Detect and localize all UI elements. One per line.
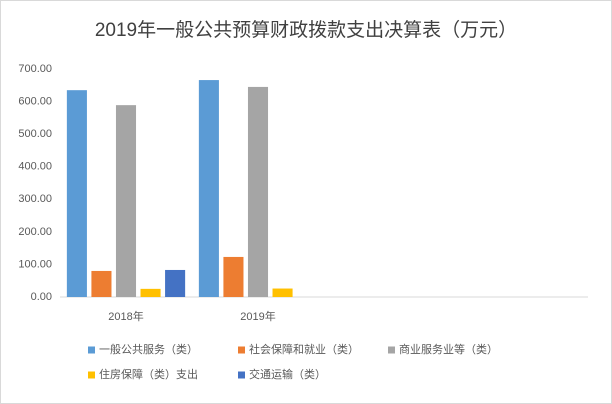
legend-label: 住房保障（类）支出: [99, 367, 198, 381]
y-tick-label: 700.00: [18, 63, 52, 75]
y-tick-label: 100.00: [18, 258, 52, 270]
legend-swatch: [238, 371, 245, 379]
x-tick-label: 2019年: [240, 309, 275, 323]
legend-label: 交通运输（类）: [249, 367, 326, 381]
bar: [247, 86, 269, 298]
legend-swatch: [388, 346, 395, 354]
legend-swatch: [238, 346, 245, 354]
y-tick-label: 300.00: [18, 193, 52, 205]
y-tick-label: 500.00: [18, 128, 52, 140]
bar: [272, 288, 293, 297]
x-tick-label: 2018年: [108, 309, 143, 323]
legend-swatch: [88, 346, 95, 354]
bar: [115, 105, 137, 297]
y-tick-label: 400.00: [18, 161, 52, 173]
chart-title: 2019年一般公共预算财政拨款支出决算表（万元）: [95, 19, 517, 41]
legend-label: 商业服务业等（类）: [399, 342, 498, 356]
bar: [91, 270, 112, 297]
y-tick-label: 0.00: [31, 291, 52, 303]
bar: [165, 269, 186, 297]
bar: [140, 288, 161, 297]
y-tick-label: 200.00: [18, 226, 52, 238]
y-tick-label: 600.00: [18, 95, 52, 107]
legend-swatch: [88, 371, 95, 379]
bar: [223, 256, 244, 297]
bar: [66, 90, 87, 298]
bar: [198, 80, 219, 298]
legend-label: 社会保障和就业（类）: [249, 342, 359, 356]
legend-label: 一般公共服务（类）: [99, 342, 198, 356]
